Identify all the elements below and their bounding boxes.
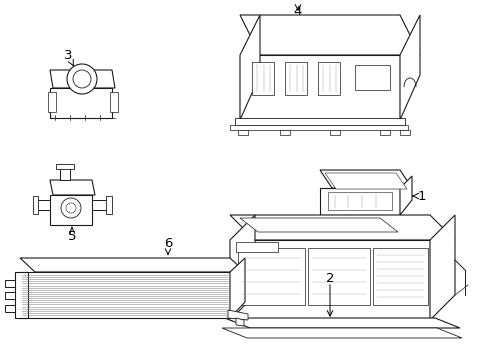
Polygon shape xyxy=(228,310,248,320)
Polygon shape xyxy=(430,215,455,320)
Polygon shape xyxy=(50,88,112,118)
Polygon shape xyxy=(240,218,398,232)
Polygon shape xyxy=(33,196,38,214)
Text: 3: 3 xyxy=(64,49,72,62)
Polygon shape xyxy=(35,200,50,210)
Polygon shape xyxy=(400,130,410,135)
Circle shape xyxy=(67,64,97,94)
Polygon shape xyxy=(236,242,278,252)
Polygon shape xyxy=(15,272,28,318)
Polygon shape xyxy=(50,70,115,88)
Circle shape xyxy=(73,70,91,88)
Polygon shape xyxy=(355,65,390,90)
Polygon shape xyxy=(230,258,245,318)
Polygon shape xyxy=(230,215,455,240)
Polygon shape xyxy=(328,192,392,210)
Polygon shape xyxy=(222,328,462,338)
Polygon shape xyxy=(400,15,420,120)
Polygon shape xyxy=(240,55,400,120)
Polygon shape xyxy=(48,92,56,112)
Polygon shape xyxy=(285,62,307,95)
Circle shape xyxy=(66,203,76,213)
Polygon shape xyxy=(92,200,108,210)
Polygon shape xyxy=(380,130,390,135)
Polygon shape xyxy=(56,164,74,169)
Polygon shape xyxy=(252,62,274,95)
Polygon shape xyxy=(230,215,255,320)
Text: 5: 5 xyxy=(68,230,76,243)
Polygon shape xyxy=(240,15,420,55)
Polygon shape xyxy=(325,173,407,189)
Polygon shape xyxy=(230,125,408,130)
Text: 6: 6 xyxy=(164,237,172,250)
Text: 4: 4 xyxy=(294,5,302,18)
Polygon shape xyxy=(230,240,430,320)
Polygon shape xyxy=(225,318,460,328)
Polygon shape xyxy=(50,195,92,225)
Polygon shape xyxy=(5,305,15,312)
Polygon shape xyxy=(373,248,428,305)
Polygon shape xyxy=(320,188,400,215)
Polygon shape xyxy=(106,196,112,214)
Polygon shape xyxy=(238,130,248,135)
Text: 2: 2 xyxy=(326,271,334,284)
Polygon shape xyxy=(280,130,290,135)
Polygon shape xyxy=(20,272,230,318)
Polygon shape xyxy=(20,258,245,272)
Text: 1: 1 xyxy=(418,189,426,202)
Polygon shape xyxy=(60,168,70,180)
Polygon shape xyxy=(400,176,412,215)
Polygon shape xyxy=(238,248,305,305)
Polygon shape xyxy=(5,292,15,299)
Circle shape xyxy=(61,198,81,218)
Polygon shape xyxy=(318,62,340,95)
Polygon shape xyxy=(110,92,118,112)
Polygon shape xyxy=(308,248,370,305)
Polygon shape xyxy=(235,118,405,125)
Polygon shape xyxy=(50,180,95,195)
Polygon shape xyxy=(240,15,260,120)
Polygon shape xyxy=(236,318,244,326)
Polygon shape xyxy=(5,280,15,287)
Polygon shape xyxy=(320,170,412,188)
Polygon shape xyxy=(330,130,340,135)
